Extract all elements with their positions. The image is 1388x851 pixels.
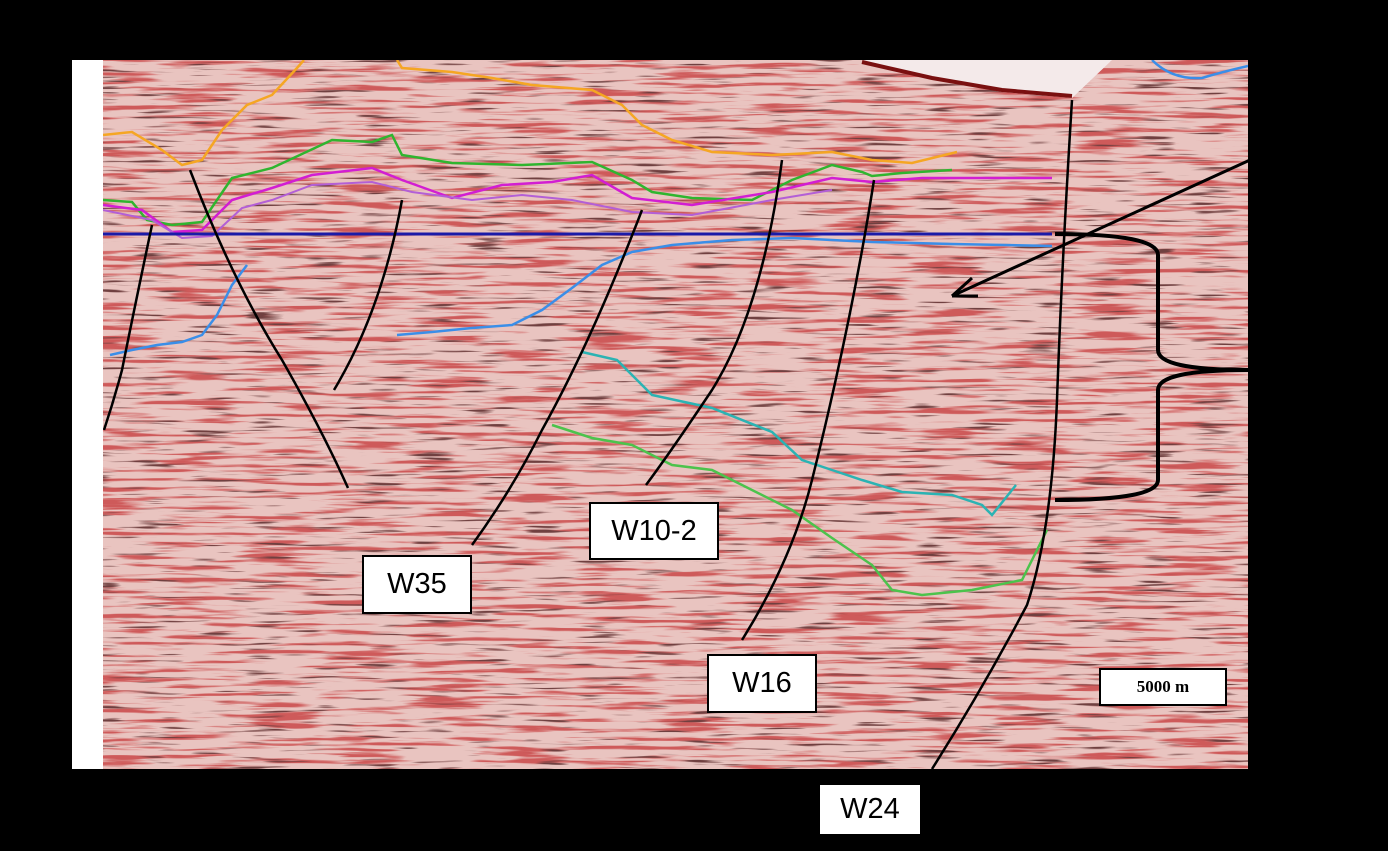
horizon-lower-green bbox=[551, 423, 1049, 597]
scale-bar-label: 5000 m bbox=[1099, 668, 1227, 706]
horizon-green bbox=[102, 133, 953, 227]
fault-label-w35: W35 bbox=[362, 555, 472, 614]
fault-w35-left bbox=[188, 169, 350, 489]
fault-w10-2 bbox=[644, 159, 784, 486]
fault-w35 bbox=[470, 209, 644, 546]
seafloor-reflector bbox=[861, 60, 1073, 98]
seafloor-right bbox=[1151, 60, 1248, 80]
fault-label-w10-2: W10-2 bbox=[589, 502, 719, 560]
horizon-violet bbox=[102, 180, 833, 240]
seismic-texture bbox=[72, 60, 1248, 769]
fault-w35-right bbox=[332, 199, 404, 391]
horizon-blue bbox=[109, 236, 1053, 357]
fault-w16 bbox=[740, 179, 876, 641]
faults bbox=[102, 99, 1074, 769]
seismic-section bbox=[72, 60, 1248, 769]
left-margin-strip bbox=[72, 60, 103, 769]
horizon-magenta bbox=[102, 166, 1052, 234]
fault-label-w16: W16 bbox=[707, 654, 817, 713]
fault-label-w24: W24 bbox=[818, 783, 922, 836]
horizon-orange bbox=[102, 60, 958, 167]
fault-far-left bbox=[102, 224, 154, 431]
seafloor-patch bbox=[862, 60, 1112, 98]
horizon-cyan bbox=[581, 350, 1017, 517]
